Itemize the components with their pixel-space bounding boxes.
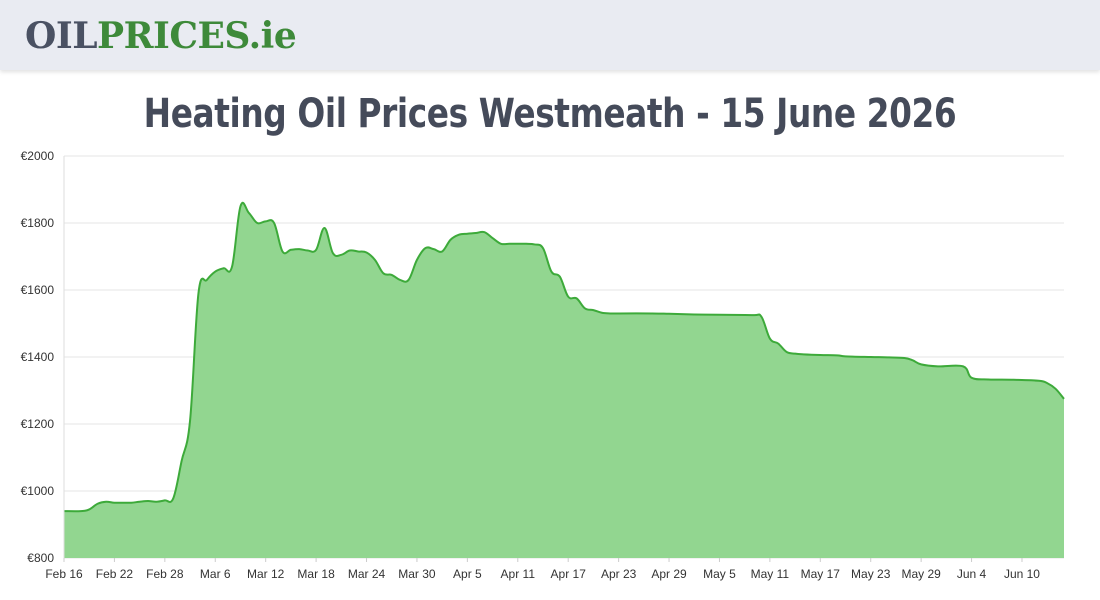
y-tick-label: €1800 — [21, 216, 55, 230]
y-tick-label: €1200 — [21, 417, 55, 431]
y-tick-label: €1600 — [21, 283, 55, 297]
chart-area-layer — [63, 201, 1065, 558]
x-tick-label: Mar 18 — [297, 567, 335, 581]
x-tick-label: Apr 17 — [551, 567, 587, 581]
x-tick-label: Mar 30 — [398, 567, 436, 581]
chart-axes: €800 €1000 €1200 €1400 €1600 €1800 €2000 Feb 16… — [21, 149, 1041, 581]
x-tick-label: Jun 4 — [957, 567, 987, 581]
x-tick-label: May 17 — [801, 567, 841, 581]
page-title: Heating Oil Prices Westmeath - 15 June 2… — [143, 91, 957, 137]
x-tick-label: May 11 — [751, 567, 790, 581]
x-tick-label: Mar 24 — [348, 567, 386, 581]
x-tick-label: May 23 — [851, 567, 891, 581]
x-tick-label: Apr 29 — [651, 567, 687, 581]
x-tick-label: Apr 11 — [501, 567, 536, 581]
y-tick-label: €1400 — [21, 350, 55, 364]
site-logo[interactable]: OILPRICES.ie — [25, 14, 297, 58]
y-tick-label: €2000 — [21, 149, 55, 163]
x-tick-label: Feb 16 — [45, 567, 83, 581]
x-tick-label: Mar 6 — [200, 567, 231, 581]
x-tick-label: Feb 28 — [146, 567, 184, 581]
logo-text-oil: OIL — [25, 15, 98, 57]
logo-text-prices: PRICES.ie — [97, 15, 297, 57]
site-header: OILPRICES.ie — [0, 0, 1100, 70]
y-tick-label: €1000 — [21, 484, 55, 498]
x-tick-label: May 5 — [703, 567, 736, 581]
price-series-line — [63, 201, 1065, 513]
x-tick-label: Mar 12 — [247, 567, 285, 581]
x-tick-label: Apr 5 — [453, 567, 482, 581]
x-tick-label: Jun 10 — [1004, 567, 1040, 581]
x-tick-label: Apr 23 — [601, 567, 637, 581]
x-tick-label: May 29 — [901, 567, 941, 581]
y-tick-label: €800 — [27, 551, 54, 565]
x-tick-label: Feb 22 — [96, 567, 134, 581]
price-area-fill — [64, 202, 1064, 558]
